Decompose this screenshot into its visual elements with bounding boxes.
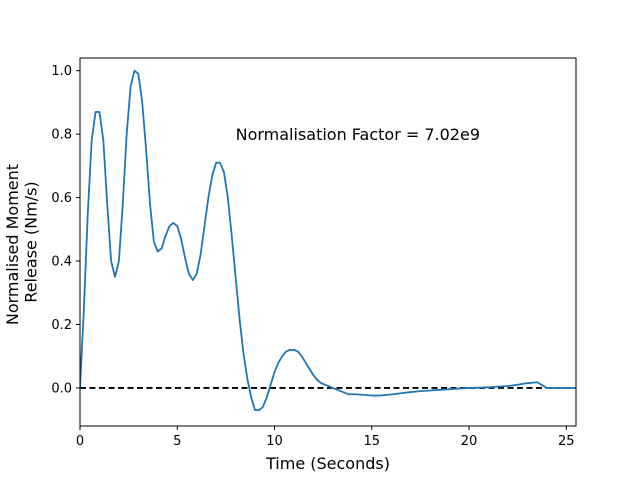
y-axis-title-line-2: Release (Nm/s)	[21, 181, 40, 302]
axes-frame	[79, 57, 577, 427]
x-tick-label: 0	[76, 434, 84, 449]
series-line-0	[80, 69, 576, 412]
y-tick-label: 0.6	[51, 191, 72, 206]
y-axis-title-line-1: Normalised Moment	[3, 164, 22, 325]
x-axis-title: Time (Seconds)	[265, 454, 390, 473]
x-tick-label: 5	[173, 434, 181, 449]
y-tick-label: 0.2	[51, 318, 72, 333]
y-tick-label: 1.0	[51, 64, 72, 79]
normalisation-factor-annotation: Normalisation Factor = 7.02e9	[236, 125, 480, 144]
y-tick-label: 0.4	[51, 255, 72, 270]
x-tick-label: 15	[363, 434, 380, 449]
x-tick-label: 25	[558, 434, 575, 449]
plot-area: 0 5 10 15 20 25 0.0 0.2 0.4 0.6 0.8 1.0	[51, 57, 577, 449]
x-tick-label: 10	[266, 434, 283, 449]
x-tick-label: 20	[461, 434, 478, 449]
y-tick-label: 0.0	[51, 381, 72, 396]
y-tick-label: 0.8	[51, 128, 72, 143]
y-axis-title: Normalised Moment Release (Nm/s)	[3, 159, 40, 325]
